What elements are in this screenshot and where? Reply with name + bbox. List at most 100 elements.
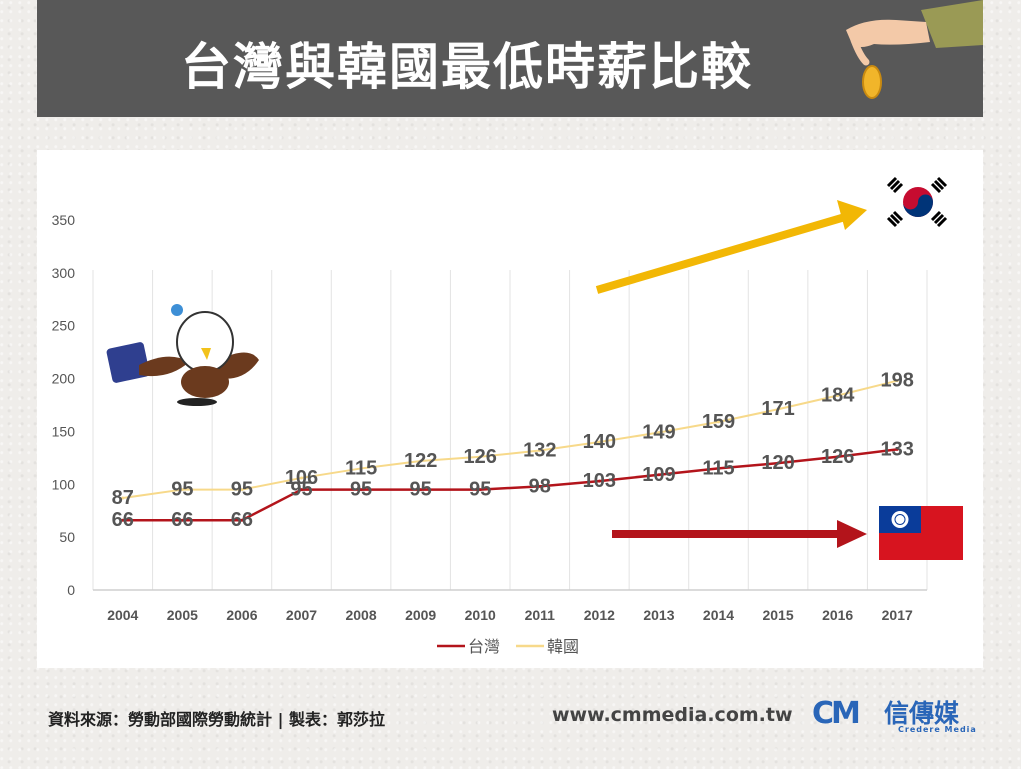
x-tick-label: 2006	[226, 607, 257, 623]
data-point	[657, 473, 661, 477]
data-label: 198	[881, 370, 914, 392]
data-point	[359, 466, 363, 470]
data-point	[895, 379, 899, 383]
series-layer	[121, 379, 899, 522]
data-label: 66	[171, 509, 193, 531]
data-point	[776, 407, 780, 411]
data-point	[597, 479, 601, 483]
data-label: 140	[583, 431, 616, 453]
data-label: 149	[642, 421, 675, 443]
data-label: 106	[285, 467, 318, 489]
data-point	[657, 430, 661, 434]
data-point	[776, 461, 780, 465]
data-point	[478, 488, 482, 492]
y-tick-label: 300	[52, 265, 76, 281]
data-label: 109	[642, 464, 675, 486]
data-point	[895, 447, 899, 451]
data-label: 159	[702, 411, 735, 433]
y-tick-label: 0	[67, 582, 75, 598]
x-tick-label: 2013	[643, 607, 674, 623]
data-point	[597, 440, 601, 444]
data-label: 95	[171, 479, 193, 501]
data-point	[180, 518, 184, 522]
data-label: 126	[821, 446, 854, 468]
brand-logo: CM 信傳媒 Credere Media	[812, 694, 977, 734]
taiwan-flag-icon	[879, 506, 963, 560]
data-point	[121, 496, 125, 500]
x-tick-label: 2012	[584, 607, 615, 623]
data-point	[538, 448, 542, 452]
logo-name: 信傳媒	[884, 699, 960, 728]
data-point	[836, 393, 840, 397]
data-label: 66	[112, 509, 134, 531]
data-point	[717, 466, 720, 470]
y-tick-label: 350	[52, 212, 76, 228]
data-point	[717, 420, 720, 424]
y-axis: 0 50 100 150 200 250 300 350	[52, 212, 76, 598]
data-point	[180, 488, 184, 492]
data-label: 120	[761, 452, 794, 474]
data-label: 184	[821, 384, 855, 406]
legend-label: 韓國	[547, 637, 579, 656]
page-title: 台灣與韓國最低時薪比較	[181, 38, 753, 96]
x-tick-label: 2009	[405, 607, 436, 623]
data-labels: 66 66 66 95 95 95 95 98 103 109 115 120 126 133 87 95 95…	[112, 370, 914, 532]
data-label: 115	[345, 457, 377, 479]
data-point	[240, 488, 244, 492]
x-tick-label: 2004	[107, 607, 138, 623]
data-label: 103	[583, 470, 616, 492]
data-label: 95	[290, 479, 312, 501]
y-tick-label: 250	[52, 318, 76, 334]
data-label: 171	[761, 398, 794, 420]
data-label: 126	[464, 446, 497, 468]
y-tick-label: 200	[52, 371, 76, 387]
data-label: 95	[231, 479, 253, 501]
taiwan-arrow	[612, 520, 867, 548]
data-point	[300, 476, 303, 480]
title-banner: 台灣與韓國最低時薪比較	[37, 0, 983, 117]
hand-coin-icon	[846, 0, 983, 99]
korea-flag-icon	[882, 172, 954, 228]
x-tick-label: 2014	[703, 607, 734, 623]
data-label: 95	[469, 479, 491, 501]
data-label: 115	[702, 457, 734, 479]
data-point	[538, 484, 542, 488]
data-point	[478, 455, 482, 459]
data-point	[240, 518, 244, 522]
data-label: 95	[410, 479, 432, 501]
x-tick-label: 2016	[822, 607, 853, 623]
data-label: 66	[231, 509, 253, 531]
x-tick-label: 2007	[286, 607, 317, 623]
series-line-0	[122, 448, 898, 522]
y-tick-label: 150	[52, 423, 76, 439]
x-tick-label: 2005	[167, 607, 198, 623]
chart-panel: 0 50 100 150 200 250 300 350 2004 2005 2006 2007 20…	[37, 150, 983, 668]
x-tick-label: 2017	[882, 607, 913, 623]
data-point	[836, 455, 840, 459]
source-note: 資料來源：勞動部國際勞動統計 | 製表：郭莎拉	[48, 710, 385, 729]
x-tick-label: 2011	[525, 607, 556, 623]
korea-arrow	[595, 200, 867, 294]
data-label: 133	[881, 438, 914, 460]
y-tick-label: 50	[59, 529, 75, 545]
x-axis: 2004 2005 2006 2007 2008 2009 2010 2011 2012 2013…	[107, 607, 913, 623]
data-label: 122	[404, 450, 437, 472]
data-label: 87	[112, 487, 134, 509]
logo-english: Credere Media	[898, 725, 977, 734]
data-point	[359, 488, 363, 492]
legend: 台灣 韓國	[437, 637, 579, 656]
data-label: 95	[350, 479, 372, 501]
data-point	[419, 459, 423, 463]
x-tick-label: 2015	[762, 607, 793, 623]
legend-label: 台灣	[468, 637, 500, 656]
data-label: 132	[523, 439, 556, 461]
y-tick-label: 100	[52, 476, 76, 492]
data-point	[300, 488, 303, 492]
logo-mark: CM	[812, 696, 861, 731]
data-label: 98	[529, 475, 551, 497]
data-point	[419, 488, 423, 492]
website-link[interactable]: www.cmmedia.com.tw	[552, 704, 793, 726]
data-point	[121, 518, 125, 522]
eagle-mascot-icon	[106, 304, 259, 406]
x-tick-label: 2010	[465, 607, 496, 623]
